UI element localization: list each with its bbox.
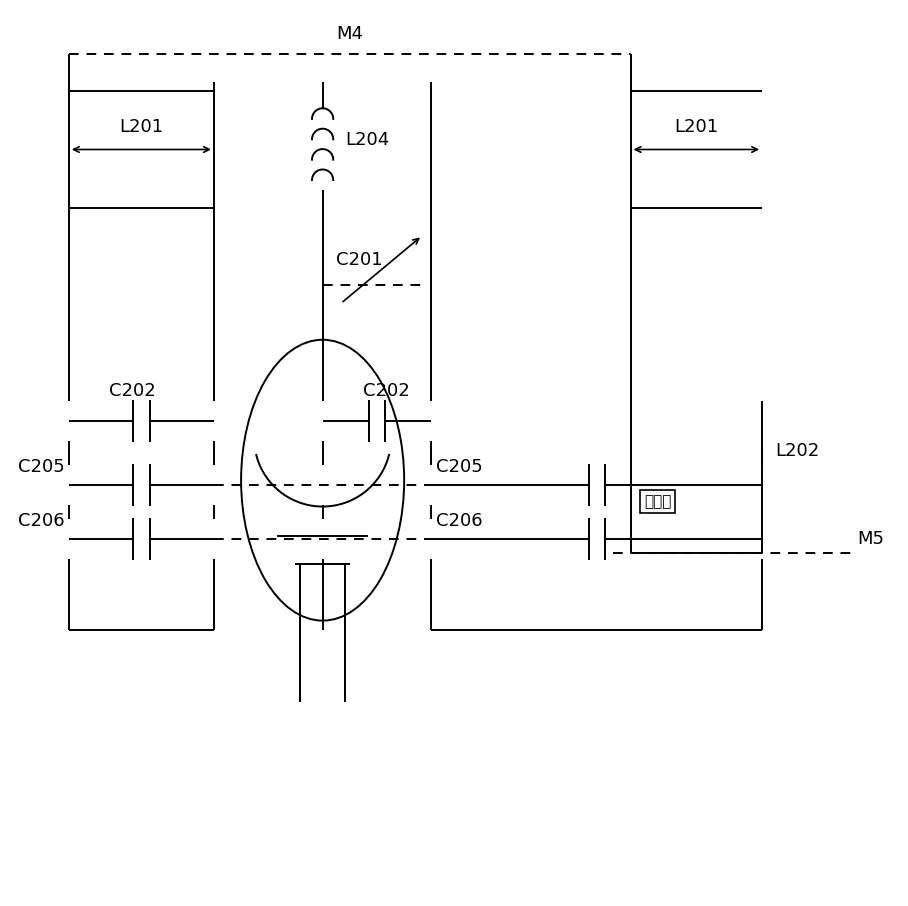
Text: C206: C206	[436, 512, 482, 530]
Text: C206: C206	[18, 512, 64, 530]
Text: L204: L204	[345, 131, 390, 149]
Text: C205: C205	[436, 458, 483, 476]
Text: C202: C202	[109, 382, 156, 400]
Text: L202: L202	[775, 442, 820, 459]
Text: M4: M4	[336, 25, 363, 43]
Text: M5: M5	[857, 530, 884, 548]
Text: L201: L201	[675, 118, 718, 136]
Text: C202: C202	[362, 382, 410, 400]
Text: C205: C205	[17, 458, 64, 476]
Text: 输出端: 输出端	[645, 494, 672, 509]
Text: L201: L201	[119, 118, 163, 136]
Text: C201: C201	[336, 251, 383, 269]
